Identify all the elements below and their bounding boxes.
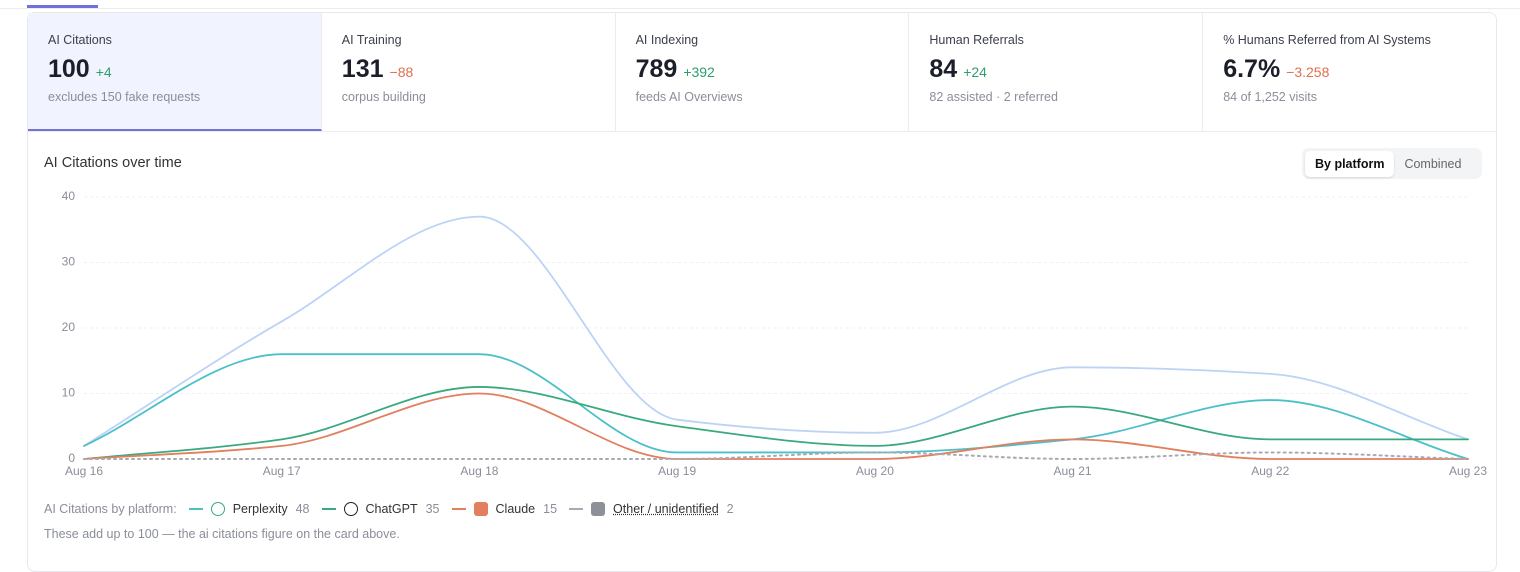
platform-icon xyxy=(473,502,488,516)
top-divider xyxy=(0,8,1520,9)
view-toggle: By platform Combined xyxy=(1302,148,1482,179)
card-label: AI Indexing xyxy=(635,33,699,47)
card-value: 789 +392 xyxy=(636,55,909,84)
card-value: 84 +24 xyxy=(929,55,1202,84)
x-tick-label: Aug 18 xyxy=(460,464,498,478)
series-line xyxy=(83,386,1469,460)
legend: AI Citations by platform: Perplexity 48 Ch… xyxy=(44,502,734,516)
card-note: 84 of 1,252 visits xyxy=(1223,90,1317,104)
legend-swatch xyxy=(569,508,584,510)
y-tick-label: 20 xyxy=(62,320,76,334)
legend-item[interactable]: Other / unidentified 2 xyxy=(569,502,734,516)
legend-count: 35 xyxy=(425,502,440,516)
metric-card[interactable]: AI Indexing 789 +392 feeds AI Overviews xyxy=(616,13,910,131)
platform-icon xyxy=(591,502,606,516)
legend-count: 2 xyxy=(726,502,734,516)
x-tick-label: Aug 22 xyxy=(1251,464,1289,478)
card-delta: +24 xyxy=(963,64,987,80)
value: 84 xyxy=(929,55,958,83)
card-label: AI Citations xyxy=(48,33,112,47)
card-delta: +4 xyxy=(95,64,112,80)
x-tick-label: Aug 20 xyxy=(856,464,894,478)
legend-swatch xyxy=(451,508,466,510)
chart: 0 10 20 30 40 Aug 16 Aug 17 Aug 18 Aug 19 Aug 20 A… xyxy=(62,189,1488,478)
x-tick-label: Aug 21 xyxy=(1054,464,1092,478)
card-note: excludes 150 fake requests xyxy=(48,90,201,104)
legend-item[interactable]: ChatGPT 35 xyxy=(321,502,440,516)
card-label: Human Referrals xyxy=(929,33,1024,47)
legend-name: Other / unidentified xyxy=(613,502,719,516)
y-tick-label: 40 xyxy=(62,189,76,203)
legend-title: AI Citations by platform: xyxy=(44,502,177,516)
legend-count: 48 xyxy=(295,502,310,516)
card-delta: −88 xyxy=(389,64,414,80)
toggle-option[interactable]: By platform xyxy=(1305,150,1395,177)
legend-name: Perplexity xyxy=(232,502,288,516)
legend-swatch xyxy=(188,508,203,510)
card-label: AI Training xyxy=(341,33,402,47)
card-label: % Humans Referred from AI Systems xyxy=(1223,33,1431,47)
metric-card[interactable]: AI Citations 100 +4 excludes 150 fake reque… xyxy=(28,13,322,131)
x-tick-label: Aug 17 xyxy=(263,464,301,478)
card-delta: +392 xyxy=(683,64,715,80)
metric-card[interactable]: Human Referrals 84 +24 82 assisted · 2 refe… xyxy=(909,13,1204,131)
card-delta: −3.258 xyxy=(1286,64,1330,80)
legend-name: ChatGPT xyxy=(365,502,418,516)
card-value: 6.7% −3.258 xyxy=(1223,55,1496,84)
legend-swatch xyxy=(321,508,336,510)
value: 131 xyxy=(341,55,384,83)
y-tick-label: 30 xyxy=(62,255,76,269)
platform-icon xyxy=(343,502,358,516)
card-note: corpus building xyxy=(341,90,426,104)
footnote: These add up to 100 — the ai citations f… xyxy=(44,527,400,541)
card-value: 131 −88 xyxy=(342,55,615,84)
value: 789 xyxy=(635,55,678,83)
card-note: feeds AI Overviews xyxy=(635,90,743,104)
series-line xyxy=(83,215,1469,447)
metric-card[interactable]: AI Training 131 −88 corpus building xyxy=(322,13,616,131)
x-tick-label: Aug 19 xyxy=(658,464,696,478)
legend-item[interactable]: Perplexity 48 xyxy=(188,502,310,516)
active-tab-indicator xyxy=(27,5,98,8)
card-value: 100 +4 xyxy=(48,55,321,84)
chart-title: AI Citations over time xyxy=(44,155,182,171)
legend-item[interactable]: Claude 15 xyxy=(451,502,558,516)
x-tick-label: Aug 23 xyxy=(1449,464,1487,478)
page: AI Citations 100 +4 excludes 150 fake reque… xyxy=(0,5,1520,572)
y-tick-label: 0 xyxy=(68,451,75,465)
toggle-option[interactable]: Combined xyxy=(1404,156,1462,171)
card-note: 82 assisted · 2 referred xyxy=(929,90,1058,104)
series-line xyxy=(83,392,1469,460)
legend-name: Claude xyxy=(495,502,536,516)
series-line xyxy=(83,451,1469,461)
series-line xyxy=(83,353,1469,460)
metric-cards: AI Citations 100 +4 excludes 150 fake reque… xyxy=(28,13,1496,132)
y-tick-label: 10 xyxy=(62,386,76,400)
platform-icon xyxy=(210,502,225,516)
metric-card[interactable]: % Humans Referred from AI Systems 6.7% −3.… xyxy=(1203,13,1496,131)
value: 6.7% xyxy=(1223,55,1281,83)
legend-count: 15 xyxy=(543,502,558,516)
value: 100 xyxy=(48,55,90,83)
x-tick-label: Aug 16 xyxy=(65,464,103,478)
